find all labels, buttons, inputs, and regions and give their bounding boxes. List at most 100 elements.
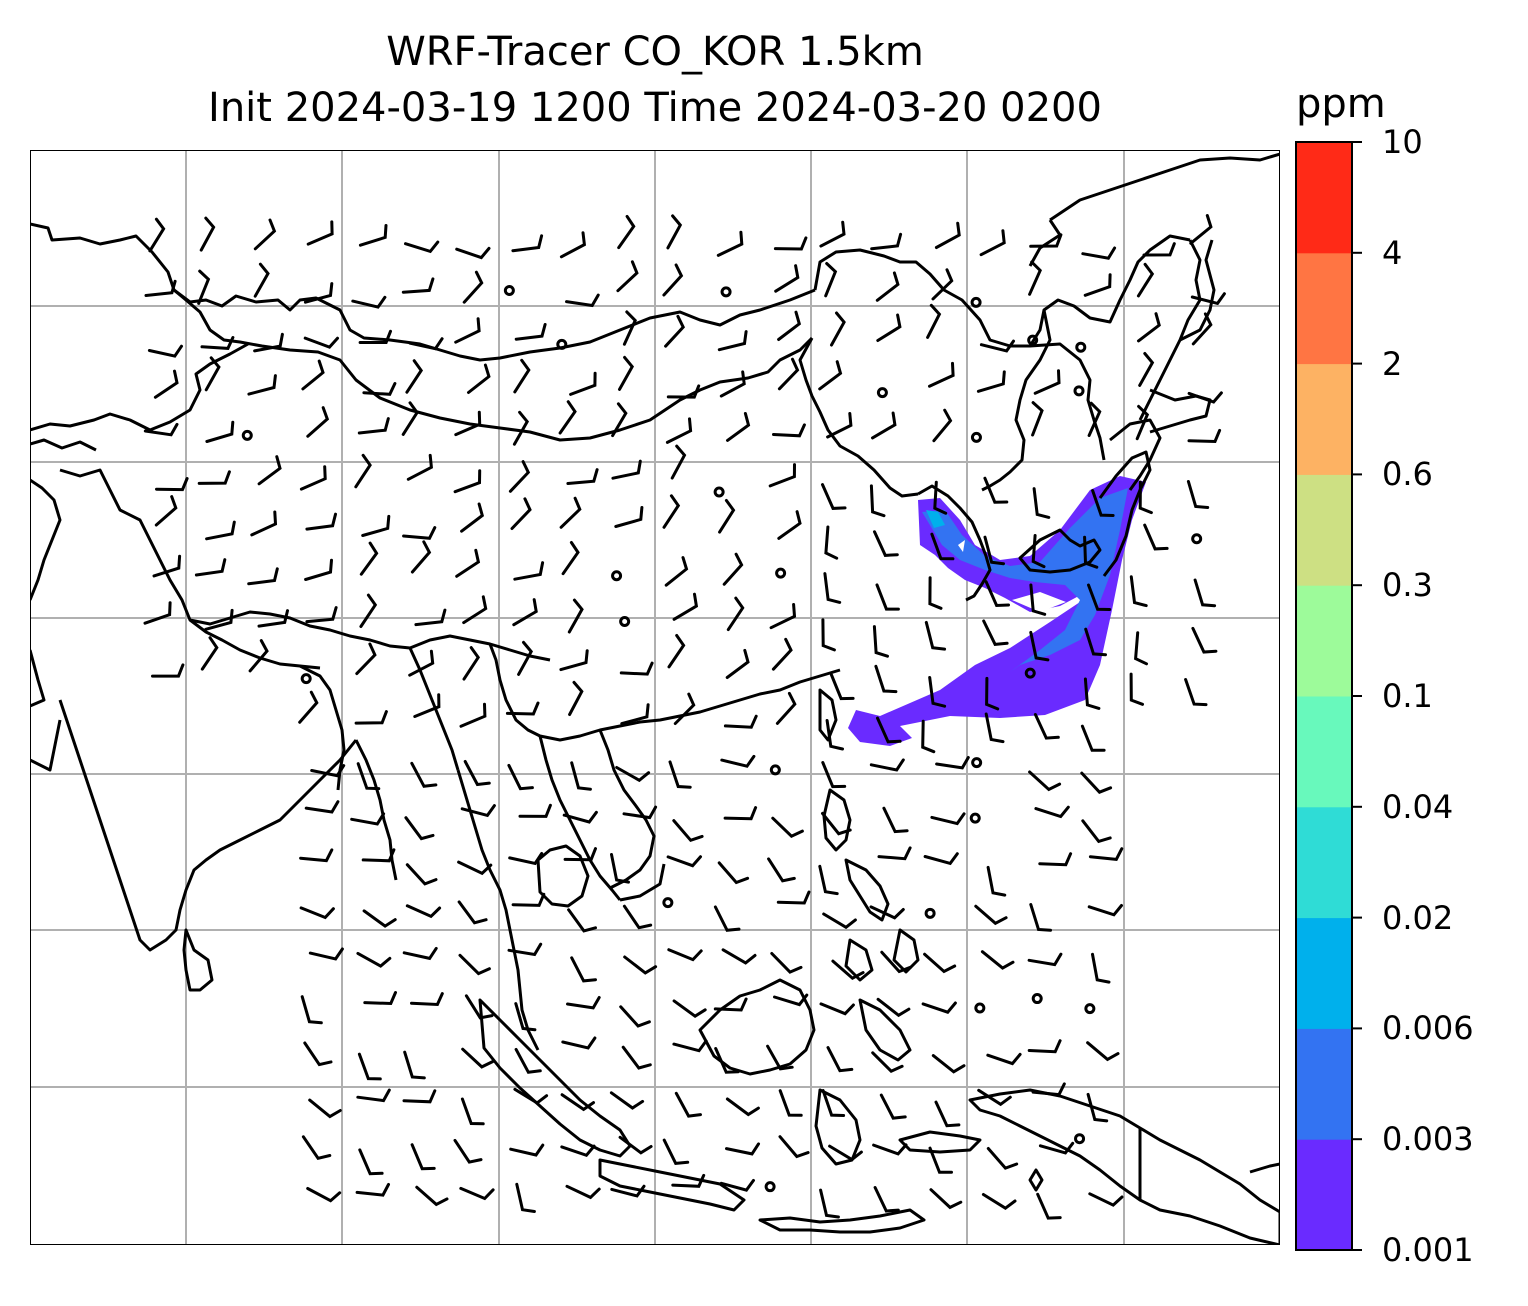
wind-barb xyxy=(1136,262,1155,298)
wind-barb xyxy=(985,676,1000,711)
wind-barb xyxy=(610,853,630,884)
colorbar-tick-label: 0.1 xyxy=(1382,677,1433,715)
wind-barb xyxy=(247,374,277,396)
wind-barb xyxy=(869,758,905,772)
wind-barb xyxy=(934,221,961,249)
wind-barb xyxy=(356,1088,391,1103)
wind-barb xyxy=(460,804,496,818)
wind-barb xyxy=(986,1147,1019,1170)
wind-barb xyxy=(357,1052,382,1081)
wind-barb xyxy=(923,952,957,974)
wind-barb xyxy=(819,1188,840,1219)
wind-barb xyxy=(876,716,902,744)
wind-barb xyxy=(1029,630,1050,662)
wind-barb xyxy=(1187,391,1223,404)
wind-barb xyxy=(155,477,189,492)
figure-title: WRF-Tracer CO_KOR 1.5km xyxy=(386,29,924,75)
wind-barb xyxy=(194,558,227,577)
wind-barb xyxy=(1087,583,1112,611)
wind-barb xyxy=(725,1142,760,1156)
wind-barb xyxy=(414,608,447,627)
wind-barb xyxy=(510,497,532,530)
calm-marker xyxy=(971,757,983,769)
wind-barb xyxy=(623,955,658,975)
wind-barb xyxy=(358,329,392,344)
wind-barb xyxy=(620,703,650,726)
calm-marker xyxy=(1024,667,1036,679)
wind-barb xyxy=(304,558,333,581)
wind-barb xyxy=(983,535,1005,566)
wind-barb xyxy=(666,214,683,250)
wind-barb xyxy=(928,576,943,610)
wind-barb xyxy=(619,1005,651,1028)
wind-barb xyxy=(1080,724,1106,752)
wind-barb xyxy=(559,231,587,259)
calm-marker xyxy=(1084,1003,1096,1015)
wind-barb xyxy=(1036,1192,1062,1220)
calm-marker xyxy=(924,907,936,919)
wind-barb xyxy=(976,370,1006,393)
wind-barb xyxy=(204,356,221,392)
wind-barb xyxy=(511,892,546,907)
wind-barb xyxy=(303,1041,333,1067)
wind-barb xyxy=(144,279,177,297)
calm-marker xyxy=(775,567,787,579)
wind-barb xyxy=(303,282,334,304)
wind-barb xyxy=(869,484,886,518)
wind-barb xyxy=(354,710,388,725)
wind-barb xyxy=(357,417,390,435)
wind-barb xyxy=(455,548,481,578)
wind-barb xyxy=(673,692,696,725)
wind-barb xyxy=(615,766,651,783)
wind-barb xyxy=(458,953,491,976)
wind-barb xyxy=(873,1186,900,1213)
wind-barb xyxy=(981,1193,1017,1211)
calm-marker xyxy=(1075,341,1087,353)
wind-barb xyxy=(1083,677,1101,710)
wind-barb xyxy=(205,420,235,443)
colorbar-segment xyxy=(1296,806,1352,919)
wind-barb xyxy=(872,1143,908,1156)
wind-barb xyxy=(821,1089,846,1117)
wind-barb xyxy=(153,369,179,399)
wind-barb xyxy=(665,417,693,444)
wind-barb xyxy=(723,806,758,821)
wind-barb xyxy=(667,634,686,669)
wind-barb xyxy=(567,598,584,634)
wind-barb xyxy=(671,1173,706,1188)
wind-barb xyxy=(247,567,279,586)
wind-barb xyxy=(726,596,745,632)
wind-barb xyxy=(611,459,642,480)
wind-barb xyxy=(775,691,797,725)
colorbar-tick-label: 2 xyxy=(1382,344,1403,383)
wind-barb xyxy=(722,552,744,586)
wind-barb xyxy=(566,996,601,1010)
wind-barb xyxy=(770,952,803,974)
wind-barb xyxy=(877,846,912,861)
wind-barb xyxy=(559,496,582,529)
wind-barb xyxy=(513,358,531,394)
wind-barb xyxy=(617,214,636,250)
wind-barb xyxy=(1034,805,1070,819)
wind-barb xyxy=(355,642,377,676)
wind-barb xyxy=(777,310,802,341)
wind-barb xyxy=(514,323,547,341)
wind-barb xyxy=(828,1144,863,1162)
colorbar-tick-label: 0.6 xyxy=(1382,455,1433,494)
wind-barb xyxy=(512,598,538,627)
wind-barb xyxy=(619,661,654,676)
wind-barb xyxy=(921,1001,957,1014)
wind-barb xyxy=(568,680,584,716)
wind-barb xyxy=(1029,903,1052,932)
wind-barb xyxy=(823,572,842,604)
wind-barb xyxy=(362,909,397,928)
wind-barb xyxy=(822,912,857,930)
wind-barb xyxy=(776,890,811,905)
colorbar-segment xyxy=(1296,696,1352,808)
colorbar-tick-label: 0.3 xyxy=(1382,566,1433,605)
wind-barb xyxy=(871,1051,904,1073)
wind-barb xyxy=(717,330,748,352)
wind-barb xyxy=(453,469,482,494)
wind-barb xyxy=(248,639,269,673)
wind-barb xyxy=(1191,312,1213,346)
